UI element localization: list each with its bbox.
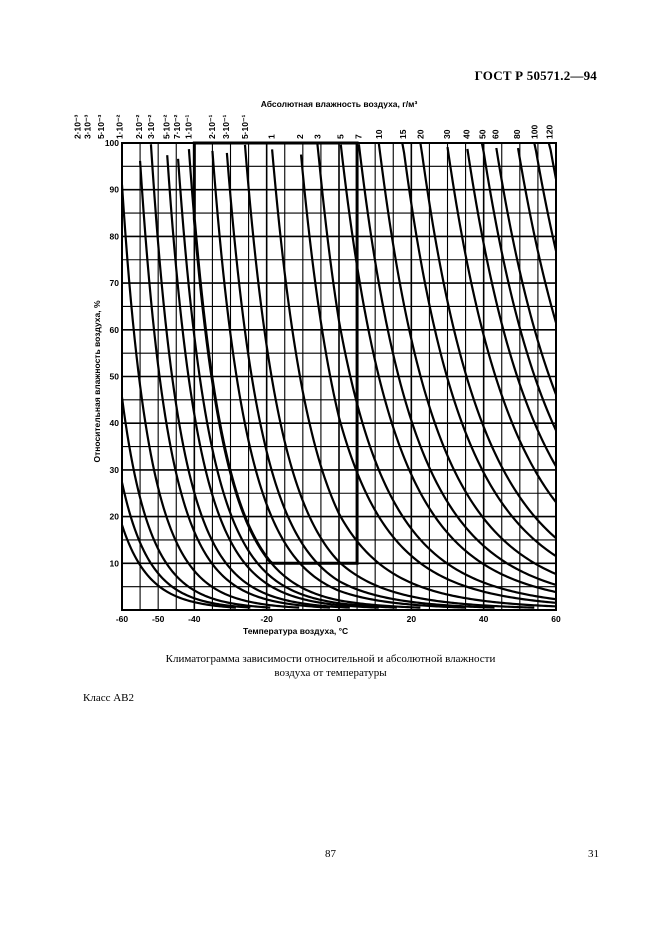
x-axis-title: Температура воздуха, °С bbox=[243, 626, 348, 636]
top-tick-label: 5·10⁻¹ bbox=[240, 115, 250, 139]
y-axis-title: Относительная влажность воздуха, % bbox=[92, 300, 102, 463]
top-tick-label: 1·10⁻² bbox=[114, 115, 124, 139]
isoline-2 bbox=[122, 397, 271, 609]
top-tick-label: 3·10⁻² bbox=[146, 115, 156, 139]
y-tick-label: 90 bbox=[110, 185, 120, 195]
isoline-13 bbox=[299, 154, 556, 604]
x-tick-label: 60 bbox=[551, 614, 561, 624]
top-tick-label: 10 bbox=[374, 129, 384, 139]
y-tick-label: 50 bbox=[110, 372, 120, 382]
isoline-4 bbox=[138, 160, 331, 609]
climatogram-chart: -60 -50 -40 -20 0 20 40 60 10 20 30 40 50 60 70 80 90 100… bbox=[73, 99, 561, 636]
top-tick-label: 3·10⁻¹ bbox=[221, 115, 231, 139]
isoline-8 bbox=[187, 149, 421, 609]
top-tick-label: 2·10⁻³ bbox=[73, 115, 83, 139]
isoline-23 bbox=[495, 147, 556, 395]
page-number-right: 31 bbox=[588, 848, 599, 860]
top-tick-label: 2·10⁻¹ bbox=[207, 115, 217, 139]
top-tick-label: 100 bbox=[530, 125, 540, 139]
top-tick-label: 50 bbox=[477, 129, 487, 139]
grid bbox=[121, 142, 557, 611]
isoline-19 bbox=[419, 143, 556, 540]
figure-caption: Климатограмма зависимости относительной … bbox=[0, 652, 661, 680]
top-tick-label: 1 bbox=[267, 134, 277, 139]
caption-line-1: Климатограмма зависимости относительной … bbox=[165, 653, 496, 665]
x-tick-label: 20 bbox=[407, 614, 417, 624]
x-tick-label: -40 bbox=[188, 614, 201, 624]
y-tick-label: 70 bbox=[110, 278, 120, 288]
x-tick-label: -60 bbox=[116, 614, 129, 624]
isoline-18 bbox=[401, 143, 556, 558]
isoline-21 bbox=[466, 148, 556, 467]
top-tick-label: 20 bbox=[416, 129, 426, 139]
y-tick-label: 80 bbox=[110, 231, 120, 241]
tick-labels: -60 -50 -40 -20 0 20 40 60 10 20 30 40 50 60 70 80 90 100… bbox=[73, 115, 561, 624]
highlight-region-layer bbox=[192, 141, 359, 565]
top-tick-label: 7 bbox=[354, 134, 364, 139]
isoline-7 bbox=[176, 158, 397, 609]
isoline-24 bbox=[516, 147, 556, 324]
y-tick-label: 60 bbox=[110, 325, 120, 335]
caption-line-2: воздуха от температуры bbox=[274, 667, 387, 679]
y-tick-label: 100 bbox=[105, 138, 119, 148]
top-tick-label: 80 bbox=[512, 129, 522, 139]
isolines bbox=[122, 143, 556, 609]
x-tick-label: 0 bbox=[337, 614, 342, 624]
class-ab2-region bbox=[192, 141, 359, 565]
top-tick-label: 15 bbox=[398, 129, 408, 139]
isoline-16 bbox=[357, 144, 556, 586]
document-standard-number: ГОСТ Р 50571.2—94 bbox=[474, 68, 597, 83]
x-tick-label: 40 bbox=[479, 614, 489, 624]
y-tick-label: 10 bbox=[110, 558, 120, 568]
isoline-5 bbox=[149, 144, 350, 609]
top-tick-label: 2 bbox=[295, 134, 305, 139]
top-axis-title: Абсолютная влажность воздуха, г/м³ bbox=[261, 99, 418, 109]
top-tick-label: 5·10⁻³ bbox=[96, 115, 106, 139]
top-tick-label: 1·10⁻¹ bbox=[184, 115, 194, 139]
y-tick-label: 30 bbox=[110, 465, 120, 475]
isoline-11 bbox=[243, 144, 535, 609]
y-tick-label: 40 bbox=[110, 418, 120, 428]
isoline-3 bbox=[122, 184, 300, 609]
x-tick-label: -50 bbox=[152, 614, 165, 624]
isoline-17 bbox=[377, 143, 556, 576]
isoline-26 bbox=[547, 143, 556, 180]
top-tick-label: 5 bbox=[336, 134, 346, 139]
top-tick-label: 2·10⁻² bbox=[134, 115, 144, 139]
isoline-15 bbox=[339, 144, 556, 594]
isoline-6 bbox=[166, 155, 379, 609]
x-tick-label: -20 bbox=[261, 614, 274, 624]
isoline-12 bbox=[270, 149, 556, 608]
top-tick-label: 5·10⁻² bbox=[161, 115, 171, 139]
isoline-1 bbox=[122, 482, 251, 609]
top-tick-label: 40 bbox=[462, 129, 472, 139]
class-label: Класс АВ2 bbox=[83, 692, 135, 704]
isoline-25 bbox=[533, 143, 556, 252]
top-tick-label: 3 bbox=[312, 134, 322, 139]
top-tick-label: 60 bbox=[491, 129, 501, 139]
isoline-9 bbox=[211, 150, 466, 609]
isoline-10 bbox=[225, 152, 495, 609]
top-tick-label: 120 bbox=[544, 125, 554, 139]
y-tick-label: 20 bbox=[110, 512, 120, 522]
page-number-center: 87 bbox=[325, 848, 336, 860]
top-tick-label: 30 bbox=[442, 129, 452, 139]
top-tick-label: 3·10⁻³ bbox=[83, 115, 93, 139]
top-tick-label: 7·10⁻² bbox=[172, 115, 182, 139]
isoline-20 bbox=[446, 146, 556, 503]
isoline-0 bbox=[122, 524, 237, 609]
isoline-22 bbox=[480, 143, 556, 431]
